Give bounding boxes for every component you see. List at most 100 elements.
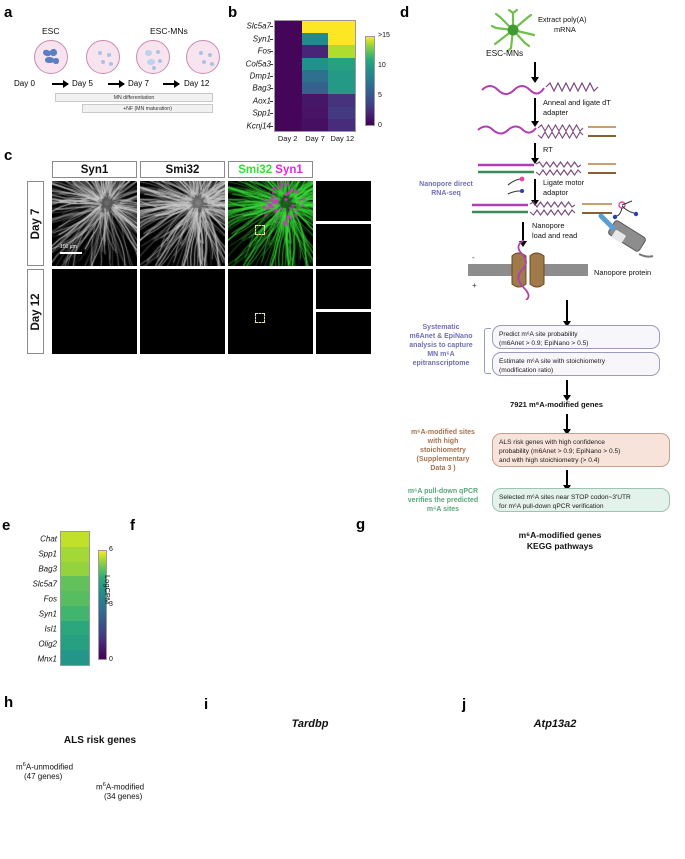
arrow-day5-day7 [108,80,125,88]
panel-g-kegg: g m⁶A-modified genes KEGG pathways [330,510,685,690]
inset-day7-syn1 [316,181,371,221]
panel-h-pie: h ALS risk genes m6A-unmodified (47 gene… [0,690,200,859]
side-label-systematic: Systematic m6Anet & EpiNano analysis to … [409,324,473,367]
timepoint-day5: Day 5 [72,79,93,88]
heatmap-b-cell [275,82,302,95]
heatmap-b-cell [275,69,302,83]
dish-day12 [186,40,220,74]
escmn-label-d: ESC-MNs [486,48,524,58]
arrow-rt [531,143,538,164]
anneal-line1: Anneal and ligate dT [543,98,611,107]
atp13a2-chart-body [440,732,685,857]
panel-letter-j: j [462,696,467,713]
heatmap-b-colorbar-tick: >15 [378,32,390,39]
heatmap-b-cell [328,69,355,83]
escmn-label: ESC-MNs [150,26,188,36]
heatmap-b-tick [270,76,273,77]
flowbox-selected-sites: Selected m⁶A sites near STOP codon~3'UTR… [492,488,670,512]
panel-letter-h: h [4,694,14,711]
heatmap-e-row-label: Chat [40,534,57,543]
heatmap-b-colorbar [365,36,375,126]
nanopore-membrane-icon: - + [468,240,588,300]
heatmap-b-colorbar-tick: 5 [378,92,382,99]
nanopore-protein-label: Nanopore protein [594,268,652,277]
scale-bar-label: 100 µm [60,244,77,250]
panel-letter-c: c [4,147,13,164]
load-line2: load and read [532,231,578,240]
pie-title: ALS risk genes [63,735,137,746]
heatmap-b-cell [328,45,355,58]
heatmap-b-cell [301,57,329,70]
timepoint-day12: Day 12 [184,79,210,88]
chart-puncta [258,365,376,495]
heatmap-b-row-label: Col5a3 [245,59,271,69]
density-plot [148,573,330,685]
heatmap-b-cell [301,69,329,83]
heatmap-e-cell [61,546,89,562]
dish-day5 [86,40,120,74]
side-label-nanopore: Nanopore direct RNA-seq [419,181,473,197]
panel-letter-g: g [356,516,366,533]
heatmap-b-cell [275,94,302,107]
kegg-title-line1: m⁶A-modified genes [518,530,602,540]
bracket-analysis [484,328,491,374]
heatmap-e-row-label: Spp1 [38,549,57,558]
heatmap-b-tick [270,63,273,65]
anneal-line2: adapter [543,108,569,117]
heatmap-b-col-label: Day 7 [305,134,325,143]
heatmap-b-row-label: Dmp1 [249,71,271,81]
heatmap-e-row-label: Mnx1 [37,654,57,663]
heatmap-b-row-label: Slc5a7 [246,21,271,31]
panel-letter-i: i [204,696,209,713]
zoom-region-day7 [255,225,265,235]
panel-letter-e: e [2,517,11,534]
heatmap-e-cell [61,620,89,636]
motor-line1: Ligate motor [543,178,585,187]
atp13a2-title: Atp13a2 [533,718,577,730]
row-header-day12: Day 12 [27,269,44,354]
heatmap-e-cell [61,635,89,651]
heatmap-b-tick [270,38,273,40]
heatmap-e-colorbar-tick: 6 [109,546,113,553]
motor-line2: adaptor [543,188,569,197]
panel-letter-a: a [4,4,13,21]
pie-sublabel-modified: (34 genes) [104,792,143,801]
heatmap-e-row-label: Bag3 [38,564,57,573]
sequence-logo [186,537,278,567]
heatmap-b-cell [328,33,355,46]
heatmap-b-cell [301,45,329,58]
svg-text:-: - [472,253,475,262]
kegg-chart-body [330,554,685,684]
merge-label-smi32: Smi32 [238,164,273,176]
timeline-bar-differentiation: MN differentiation [55,93,213,102]
heatmap-b-tick [270,88,273,90]
side-label-qpcr: m⁶A pull-down qPCR verifies the predicte… [407,488,479,513]
neuron-icon [491,8,535,52]
heatmap-b-cell [301,21,329,34]
arrow-day0-day5 [52,80,69,88]
zoom-region-day12 [255,313,265,323]
heatmap-b-cell [301,33,329,46]
heatmap-e-cell [61,576,89,592]
rna-strand-2 [477,123,616,140]
arrow-to-genecount [563,380,570,401]
inset-day12-syn1 [316,269,371,309]
micrograph-day12-syn1 [52,269,137,354]
rna-strand-1 [481,81,599,95]
heatmap-b-tick [270,51,273,53]
heatmap-e-cell [61,650,89,665]
heatmap-b-cell [275,106,302,119]
heatmap-e-row-label: Fos [43,594,57,603]
heatmap-b-tick [270,125,273,127]
heatmap-e-grid [60,531,90,666]
heatmap-e-row-label: Isl1 [44,624,57,633]
merge-label-syn1: Syn1 [275,164,303,176]
arrow-to-selected [563,470,570,491]
pie-sublabel-unmodified: (47 genes) [24,772,63,781]
panel-i-tardbp: i Tardbp [190,690,445,859]
timepoint-day7: Day 7 [128,79,149,88]
heatmap-b-cell [275,45,302,58]
heatmap-b-cell [275,118,302,131]
heatmap-e-row-label: Syn1 [38,609,57,618]
flowbox-als-risk: ALS risk genes with high confidence prob… [492,433,670,467]
